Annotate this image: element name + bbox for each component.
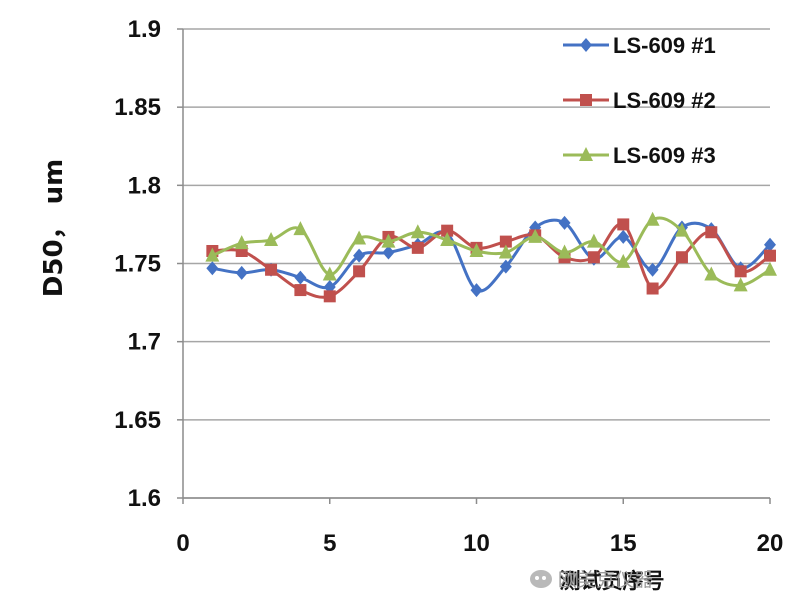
x-tick-label: 5	[323, 530, 336, 557]
y-tick-labels: 1.6 1.65 1.7 1.75 1.8 1.85 1.9	[114, 16, 161, 512]
data-point	[206, 261, 219, 276]
data-point	[499, 235, 512, 248]
legend-label: LS-609 #1	[613, 33, 716, 58]
data-point	[616, 253, 631, 268]
data-point	[469, 242, 484, 257]
data-point	[323, 290, 336, 303]
data-point	[205, 247, 220, 262]
x-tick-label: 10	[463, 530, 490, 557]
y-tick-label: 1.7	[128, 329, 161, 356]
gridlines	[183, 28, 770, 499]
y-tick-label: 1.8	[128, 172, 161, 199]
data-point	[586, 233, 601, 248]
y-tick-label: 1.85	[114, 94, 161, 121]
data-point	[470, 283, 483, 298]
wechat-icon	[530, 569, 552, 588]
legend-marker	[580, 38, 592, 52]
data-point	[353, 248, 366, 263]
data-point	[558, 215, 571, 230]
data-point	[440, 232, 455, 247]
data-point	[557, 244, 572, 259]
data-point	[294, 270, 307, 285]
data-point	[264, 232, 279, 247]
data-point	[498, 244, 513, 259]
legend-label: LS-609 #2	[613, 88, 716, 113]
data-point	[499, 259, 512, 274]
axes	[177, 28, 771, 504]
data-point	[674, 222, 689, 237]
data-point	[704, 266, 719, 281]
y-tick-label: 1.65	[114, 407, 161, 434]
data-point	[617, 229, 630, 244]
data-point	[234, 235, 249, 250]
watermark-text: 欧美克仪器	[558, 569, 654, 591]
data-point	[645, 211, 660, 226]
data-point	[235, 265, 248, 280]
x-tick-label: 0	[176, 530, 189, 557]
y-tick-label: 1.9	[128, 16, 161, 43]
y-tick-label: 1.75	[114, 251, 161, 278]
y-tick-label: 1.6	[128, 485, 161, 512]
data-point	[322, 266, 337, 281]
data-point	[411, 241, 424, 254]
data-point	[764, 237, 776, 252]
data-point	[353, 265, 366, 278]
watermark: 欧美克仪器	[530, 565, 653, 592]
x-tick-labels: 0 5 10 15 20	[176, 530, 783, 557]
data-point	[294, 284, 307, 297]
series-3	[205, 211, 777, 292]
x-tick-label: 15	[610, 530, 637, 557]
data-point	[705, 226, 718, 239]
x-tick-label: 20	[757, 530, 784, 557]
data-point	[410, 224, 425, 239]
data-point	[528, 228, 543, 243]
legend: LS-609 #1 LS-609 #2 LS-609 #3	[563, 33, 716, 168]
data-point	[382, 245, 395, 260]
series-lines	[205, 211, 777, 303]
data-point	[763, 261, 777, 276]
legend-marker	[580, 94, 592, 106]
data-point	[733, 277, 748, 292]
series-2	[206, 218, 776, 303]
legend-marker	[579, 147, 593, 161]
y-axis-title: D50， um	[39, 159, 69, 297]
data-point	[352, 230, 367, 245]
data-point	[764, 249, 776, 262]
data-point	[381, 233, 396, 248]
legend-label: LS-609 #3	[613, 143, 716, 168]
data-point	[293, 221, 308, 236]
data-point	[646, 262, 659, 277]
data-point	[617, 218, 630, 231]
data-point	[675, 251, 688, 264]
data-point	[646, 282, 659, 295]
data-point	[441, 224, 454, 237]
data-point	[734, 265, 747, 278]
data-point	[265, 263, 278, 276]
data-point	[587, 251, 600, 264]
x-axis-title: 测试员序号	[560, 569, 665, 593]
